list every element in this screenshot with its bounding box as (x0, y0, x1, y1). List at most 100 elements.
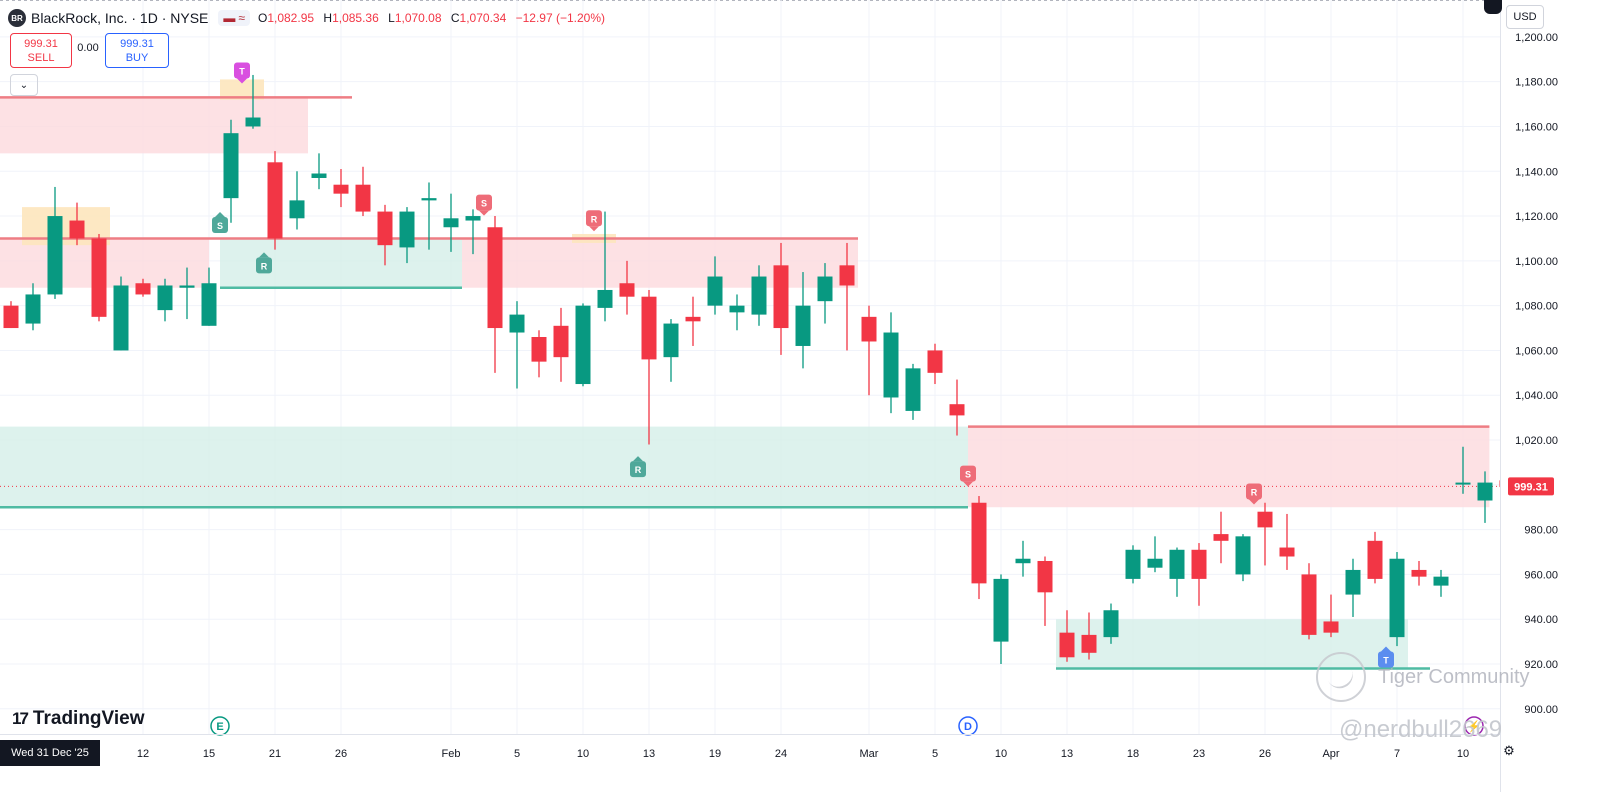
candle (3, 301, 19, 329)
candle-body (1477, 482, 1493, 501)
candle (597, 211, 613, 322)
price-axis: 900.00 920.00 940.00 960.00 980.00 1,020.00 1,… (1500, 0, 1615, 792)
signal-marker: S (212, 212, 228, 234)
candle-body (1081, 634, 1097, 653)
price-axis-tick-label: 1,160.00 (1515, 121, 1558, 133)
settings-gear-icon[interactable]: ⚙ (1503, 743, 1515, 758)
candle-body (971, 502, 987, 584)
signal-marker-pointer (633, 456, 643, 462)
time-axis-tick-label: 5 (514, 748, 520, 760)
close-value: 1,070.34 (459, 11, 507, 25)
candle-body (1301, 574, 1317, 635)
candle (333, 169, 349, 208)
candle (311, 153, 327, 190)
screenshot-corner-icon[interactable] (1484, 0, 1502, 14)
candle-body (399, 211, 415, 248)
tradingview-brand: TradingView (32, 708, 145, 729)
price-axis-tick-label: 1,060.00 (1515, 345, 1558, 357)
candle (883, 312, 899, 414)
time-axis-tick-label: Feb (442, 748, 461, 760)
tiger-community-text: Tiger Community (1378, 665, 1530, 688)
tradingview-logo-icon: 17 (12, 709, 29, 728)
time-axis-tick-label: Mar (860, 748, 879, 760)
candle (377, 204, 393, 266)
time-axis-tick-label: 10 (1457, 748, 1469, 760)
signal-marker-label: T (239, 66, 245, 76)
candle (223, 119, 239, 223)
time-axis-tick-label: Apr (1322, 748, 1339, 760)
signal-marker-label: S (965, 470, 971, 480)
candle-body (597, 289, 613, 308)
signal-marker: T (234, 62, 250, 84)
candle-body (157, 285, 173, 311)
signal-marker: R (1246, 483, 1262, 505)
candle-body (1257, 511, 1273, 528)
price-axis-bg (1500, 0, 1615, 792)
time-axis-tick-label: 13 (1061, 748, 1073, 760)
ohlc-readout: O1,082.95 H1,085.36 L1,070.08 C1,070.34 … (257, 11, 606, 25)
candle (1257, 502, 1273, 566)
signal-marker-label: T (1383, 656, 1389, 666)
signal-marker: R (256, 252, 272, 274)
sell-button[interactable]: 999.31 SELL (10, 33, 72, 68)
candle (839, 242, 855, 351)
signal-marker-label: R (635, 465, 642, 475)
price-axis-tick-label: 1,020.00 (1515, 435, 1558, 447)
candle (1037, 556, 1053, 626)
signal-marker-box (960, 465, 976, 482)
candle-body (1389, 558, 1405, 638)
candle (1103, 603, 1119, 644)
blackrock-logo: BR (8, 9, 26, 27)
candle (1323, 594, 1339, 638)
candle-body (91, 238, 107, 317)
candle-body (179, 285, 195, 288)
candle (993, 574, 1009, 665)
signal-marker-pointer (237, 78, 247, 84)
time-axis-tick-label: 21 (269, 748, 281, 760)
signal-marker-label: R (591, 214, 598, 224)
candle (25, 283, 41, 331)
candle (619, 260, 635, 315)
candle-body (1433, 576, 1449, 586)
candle-body (685, 316, 701, 322)
candle-body (223, 133, 239, 199)
candle (575, 303, 591, 387)
event-marker-label: ⚡ (1467, 720, 1481, 733)
candle-body (421, 198, 437, 201)
candle-body (1125, 549, 1141, 579)
candle-body (1455, 482, 1471, 485)
candle (245, 74, 261, 129)
signal-marker-pointer (1249, 499, 1259, 505)
candle-body (1323, 621, 1339, 633)
price-axis-tick-label: 1,100.00 (1515, 256, 1558, 268)
signal-marker-label: R (261, 261, 268, 271)
candle (553, 307, 569, 382)
collapse-chevron-icon[interactable]: ⌄ (10, 74, 38, 96)
candle-body (575, 305, 591, 385)
low-value: 1,070.08 (394, 11, 442, 25)
currency-selector[interactable]: USD (1506, 5, 1544, 29)
candle-body (377, 211, 393, 246)
change-value: −12.97 (−1.20%) (515, 11, 606, 25)
candle (1477, 471, 1493, 523)
buy-button[interactable]: 999.31 BUY (105, 33, 169, 68)
price-axis-tick-label: 940.00 (1524, 614, 1558, 626)
candle-body (839, 265, 855, 286)
buy-price: 999.31 (120, 37, 154, 50)
candle-body (927, 350, 943, 373)
candle (443, 193, 459, 252)
candle (157, 278, 173, 322)
buy-label: BUY (125, 51, 149, 64)
symbol-title[interactable]: BlackRock, Inc. · 1D · NYSE (31, 10, 209, 26)
price-axis-tick-label: 980.00 (1524, 525, 1558, 537)
candle-body (1213, 534, 1229, 541)
signal-marker-box (1246, 483, 1262, 500)
candle (729, 294, 745, 331)
candle-body (135, 283, 151, 295)
candle (817, 263, 833, 324)
price-axis-tick-label: 900.00 (1524, 704, 1558, 716)
signal-marker-box (234, 62, 250, 79)
visibility-toggle[interactable]: ▬ ≈ (218, 10, 250, 26)
signal-marker-pointer (259, 252, 269, 258)
